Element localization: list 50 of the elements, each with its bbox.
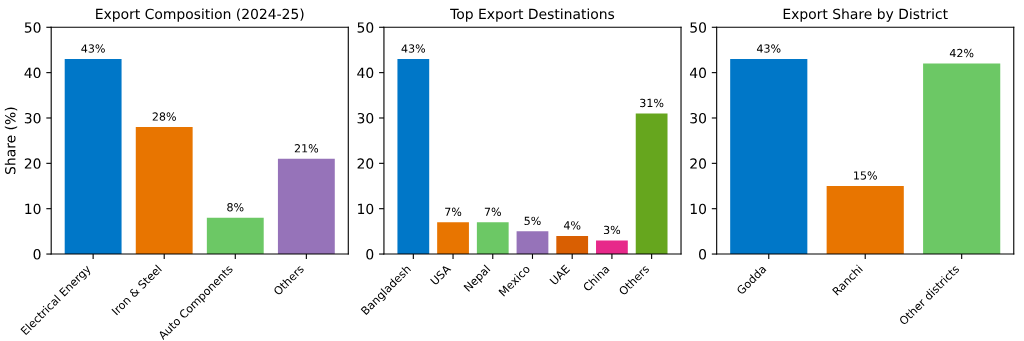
data-label: 8%: [227, 203, 244, 212]
data-label: 15%: [854, 171, 877, 180]
y-axis-title: Share (%): [4, 107, 18, 175]
bar: [64, 59, 122, 255]
bar: [135, 127, 193, 255]
bar: [516, 231, 549, 255]
data-label: 3%: [603, 225, 621, 235]
bar: [635, 113, 668, 255]
data-label: 5%: [524, 216, 541, 226]
y-tick-label: 20: [690, 158, 707, 169]
y-tick-label: 50: [357, 22, 374, 33]
data-label: 43%: [81, 44, 105, 53]
y-tick-label: 0: [699, 249, 707, 260]
y-tick-label: 30: [24, 112, 41, 124]
data-label: 7%: [445, 207, 462, 216]
bar: [476, 222, 509, 255]
y-tick-label: 10: [25, 203, 41, 215]
y-tick-label: 50: [690, 22, 707, 33]
bar: [923, 63, 1001, 255]
y-tick-label: 10: [690, 203, 707, 215]
y-tick-label: 20: [357, 158, 374, 169]
data-label: 42%: [949, 48, 974, 58]
bar: [397, 59, 430, 255]
data-label: 31%: [640, 98, 664, 108]
y-tick-label: 0: [366, 249, 374, 260]
y-tick-label: 40: [24, 67, 41, 79]
data-label: 43%: [401, 44, 426, 53]
y-tick-label: 40: [357, 67, 374, 79]
y-tick-label: 20: [24, 158, 41, 169]
y-tick-label: 10: [358, 203, 374, 215]
y-tick-label: 30: [357, 112, 374, 124]
bar: [556, 235, 589, 255]
data-label: 21%: [294, 144, 319, 153]
y-tick-label: 0: [33, 249, 41, 260]
chart-title: Top Export Destinations: [450, 8, 615, 22]
bar: [826, 186, 904, 255]
chart-title: Export Share by District: [783, 8, 948, 22]
bar: [730, 59, 808, 255]
bar: [206, 217, 264, 255]
bar: [437, 222, 469, 255]
y-tick-label: 30: [690, 112, 707, 124]
data-label: 7%: [484, 207, 501, 216]
y-tick-label: 40: [689, 67, 707, 79]
chart-title: Export Composition (2024-25): [96, 8, 304, 22]
data-label: 4%: [563, 221, 581, 230]
bar: [596, 240, 628, 255]
data-label: 28%: [152, 112, 176, 121]
bar: [277, 158, 335, 255]
data-label: 43%: [756, 44, 781, 53]
y-tick-label: 50: [24, 22, 41, 33]
